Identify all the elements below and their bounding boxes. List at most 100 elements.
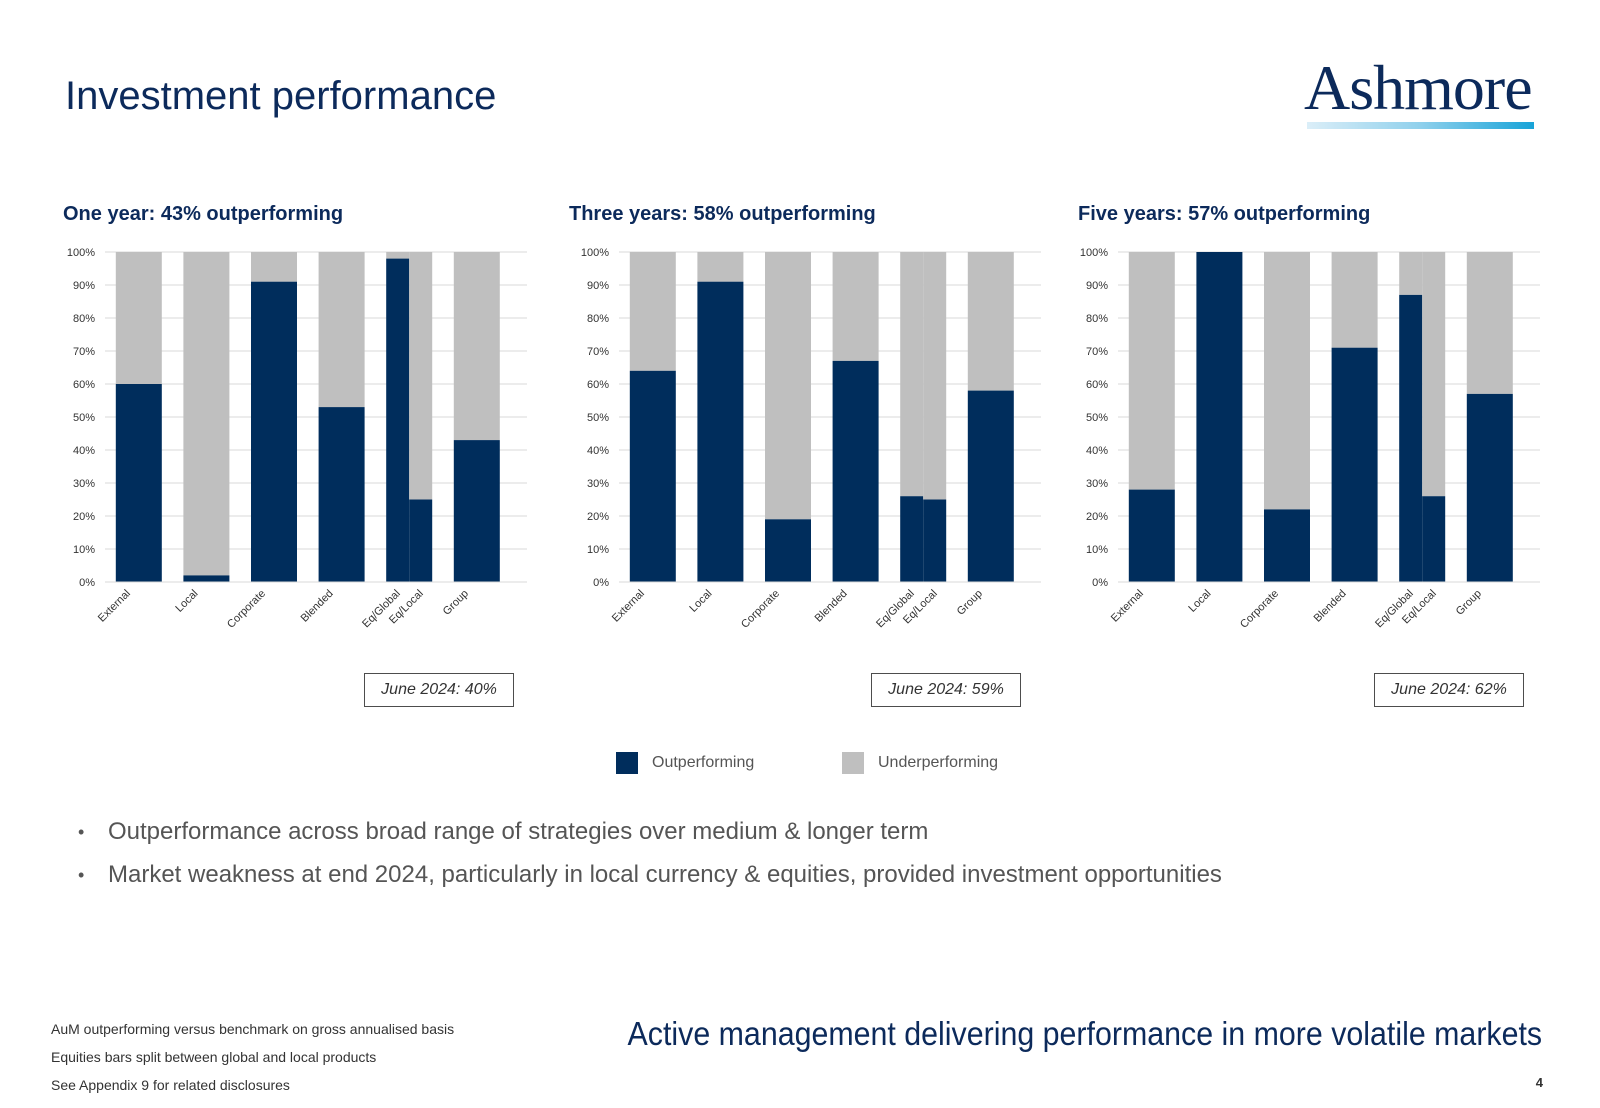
bar-outperforming bbox=[923, 499, 947, 582]
logo-wordmark: Ashmore bbox=[1304, 52, 1533, 123]
x-category-label: Local bbox=[687, 588, 714, 615]
chart-five-years: 0% 10% 20% 30% 40% 50% 60% 70% 80% 90% 100% Externa… bbox=[1080, 247, 1540, 631]
bar-outperforming bbox=[1128, 489, 1175, 582]
legend-swatch-underperforming bbox=[842, 752, 864, 774]
y-tick-label: 40% bbox=[1086, 445, 1108, 457]
bullet-text: Outperformance across broad range of str… bbox=[108, 818, 929, 845]
x-category-label: Group bbox=[1454, 588, 1484, 618]
bar-underperforming bbox=[697, 252, 744, 282]
footnote: Equities bars split between global and l… bbox=[51, 1049, 377, 1065]
y-tick-label: 40% bbox=[587, 445, 609, 457]
x-category-label: Local bbox=[173, 588, 200, 615]
x-category-label: Corporate bbox=[739, 588, 782, 631]
x-category-label: Group bbox=[441, 588, 471, 618]
bullet-item: • Market weakness at end 2024, particular… bbox=[78, 861, 1222, 904]
bar-outperforming bbox=[318, 407, 365, 582]
bar-outperforming bbox=[900, 496, 924, 582]
bar-underperforming bbox=[765, 252, 811, 520]
x-category-label: Group bbox=[955, 588, 985, 618]
footnote: AuM outperforming versus benchmark on gr… bbox=[51, 1021, 455, 1037]
bar-underperforming bbox=[832, 252, 879, 361]
bullet-list: • Outperformance across broad range of st… bbox=[78, 818, 1222, 904]
y-tick-label: 50% bbox=[73, 412, 95, 424]
bullet-text: Market weakness at end 2024, particularl… bbox=[108, 861, 1222, 888]
bar-underperforming bbox=[900, 252, 924, 497]
x-category-label: Local bbox=[1186, 588, 1213, 615]
bar-outperforming bbox=[409, 499, 433, 582]
bar-underperforming bbox=[1264, 252, 1310, 510]
bar-underperforming bbox=[183, 252, 230, 576]
legend-label-underperforming: Underperforming bbox=[878, 754, 999, 771]
x-category-label: Blended bbox=[299, 588, 336, 625]
y-tick-label: 0% bbox=[593, 577, 609, 589]
ashmore-logo: Ashmore bbox=[1304, 56, 1536, 134]
bar-outperforming bbox=[1422, 496, 1446, 582]
bar-underperforming bbox=[409, 252, 433, 500]
bar-outperforming bbox=[1399, 294, 1423, 582]
bar-outperforming bbox=[697, 281, 744, 582]
bar-outperforming bbox=[251, 281, 297, 582]
bar-outperforming bbox=[386, 258, 410, 582]
x-category-label: Corporate bbox=[1238, 588, 1281, 631]
y-tick-label: 10% bbox=[1086, 544, 1108, 556]
bar-underperforming bbox=[967, 252, 1014, 391]
x-category-label: Corporate bbox=[225, 588, 268, 631]
bar-underperforming bbox=[1399, 252, 1423, 295]
y-tick-label: 40% bbox=[73, 445, 95, 457]
y-tick-label: 80% bbox=[73, 313, 95, 325]
legend-underperforming: Underperforming bbox=[842, 752, 998, 774]
y-tick-label: 10% bbox=[73, 544, 95, 556]
y-tick-label: 0% bbox=[79, 577, 95, 589]
bar-underperforming bbox=[115, 252, 162, 384]
y-tick-label: 100% bbox=[1080, 247, 1108, 259]
x-category-label: External bbox=[610, 588, 647, 625]
bar-underperforming bbox=[923, 252, 947, 500]
bar-underperforming bbox=[1331, 252, 1378, 348]
y-tick-label: 80% bbox=[587, 313, 609, 325]
y-tick-label: 20% bbox=[1086, 511, 1108, 523]
chart-title-three-years: Three years: 58% outperforming bbox=[569, 203, 876, 225]
y-tick-label: 90% bbox=[1086, 280, 1108, 292]
y-tick-label: 20% bbox=[73, 511, 95, 523]
page-title: Investment performance bbox=[65, 74, 497, 118]
bar-underperforming bbox=[1466, 252, 1513, 394]
legend-outperforming: Outperforming bbox=[616, 752, 754, 774]
bar-outperforming bbox=[1331, 347, 1378, 582]
y-tick-label: 60% bbox=[1086, 379, 1108, 391]
y-tick-label: 90% bbox=[73, 280, 95, 292]
bar-outperforming bbox=[765, 519, 811, 582]
june-2024-note-one-year: June 2024: 40% bbox=[364, 673, 514, 707]
y-tick-label: 90% bbox=[587, 280, 609, 292]
bar-outperforming bbox=[453, 440, 500, 582]
y-tick-label: 70% bbox=[73, 346, 95, 358]
x-category-label: External bbox=[1109, 588, 1146, 625]
x-category-label: Blended bbox=[813, 588, 850, 625]
bar-outperforming bbox=[832, 360, 879, 582]
june-2024-note-five-years: June 2024: 62% bbox=[1374, 673, 1524, 707]
y-tick-label: 60% bbox=[73, 379, 95, 391]
y-tick-label: 60% bbox=[587, 379, 609, 391]
bar-underperforming bbox=[386, 252, 410, 259]
chart-title-five-years: Five years: 57% outperforming bbox=[1078, 203, 1371, 225]
bar-outperforming bbox=[183, 575, 230, 582]
y-tick-label: 30% bbox=[587, 478, 609, 490]
legend-swatch-outperforming bbox=[616, 752, 638, 774]
bar-outperforming bbox=[1466, 393, 1513, 582]
y-tick-label: 30% bbox=[1086, 478, 1108, 490]
bar-outperforming bbox=[629, 370, 676, 582]
chart-one-year: 0% 10% 20% 30% 40% 50% 60% 70% 80% 90% 100% Externa… bbox=[67, 247, 527, 631]
x-category-label: External bbox=[96, 588, 133, 625]
y-tick-label: 30% bbox=[73, 478, 95, 490]
bar-underperforming bbox=[1128, 252, 1175, 490]
logo-underline bbox=[1307, 122, 1534, 129]
footnotes: AuM outperforming versus benchmark on gr… bbox=[51, 1020, 454, 1104]
bar-underperforming bbox=[318, 252, 365, 408]
bar-underperforming bbox=[251, 252, 297, 282]
tagline: Active management delivering performance… bbox=[627, 1015, 1542, 1052]
chart-three-years: 0% 10% 20% 30% 40% 50% 60% 70% 80% 90% 100% Externa… bbox=[581, 247, 1041, 631]
bullet-dot-icon: • bbox=[78, 865, 85, 885]
y-tick-label: 50% bbox=[587, 412, 609, 424]
y-tick-label: 80% bbox=[1086, 313, 1108, 325]
x-category-label: Blended bbox=[1312, 588, 1349, 625]
y-tick-label: 70% bbox=[1086, 346, 1108, 358]
